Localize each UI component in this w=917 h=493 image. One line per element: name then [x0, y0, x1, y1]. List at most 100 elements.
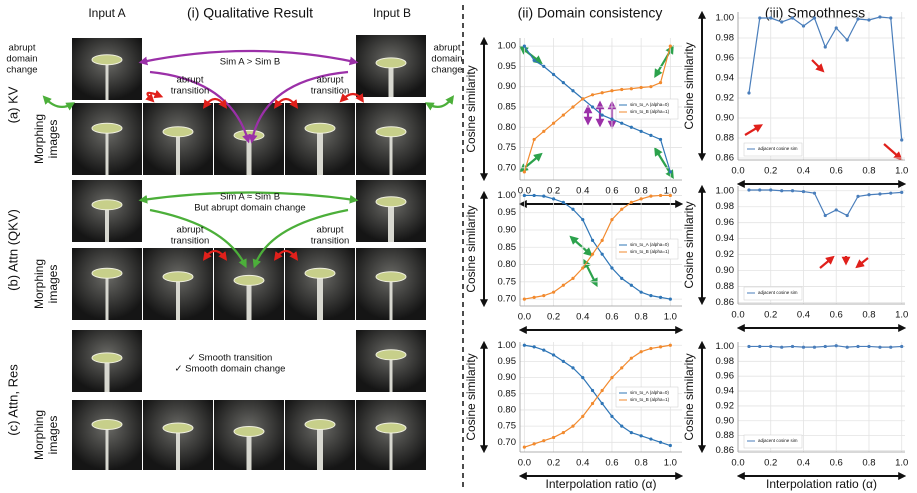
x-tick-label: 0.0	[731, 458, 744, 469]
legend-box	[743, 286, 803, 301]
row-sublabel: Morphing	[32, 259, 46, 309]
point	[532, 137, 536, 142]
y-tick-label: 0.90	[498, 372, 517, 383]
point	[639, 290, 643, 294]
point	[522, 170, 526, 174]
x-tick-label: 0.4	[797, 310, 810, 321]
x-tick-label: 1.0	[664, 458, 677, 469]
series-line	[523, 45, 671, 173]
point	[900, 344, 904, 349]
legend-box	[743, 142, 803, 157]
point	[600, 252, 604, 256]
point	[532, 58, 536, 62]
point	[668, 343, 672, 347]
point	[747, 91, 751, 95]
series-line	[524, 194, 671, 300]
annotation: abrupt	[434, 43, 461, 54]
point	[561, 430, 565, 435]
panel-title: (i) Qualitative Result	[187, 5, 313, 21]
annotation: transition	[171, 86, 210, 97]
x-tick-label: 0.4	[797, 458, 810, 469]
point	[823, 344, 827, 349]
point	[867, 193, 871, 197]
row-label: (a) KV	[5, 86, 20, 123]
x-tick-label: 0.4	[576, 312, 589, 323]
point	[780, 345, 784, 349]
point	[790, 344, 795, 349]
point	[658, 345, 663, 349]
tower-top	[162, 271, 194, 283]
point	[889, 345, 893, 349]
y-tick-label: 1.00	[716, 13, 735, 24]
x-tick-label: 0.6	[830, 310, 843, 321]
point	[542, 294, 546, 298]
tower-top	[162, 126, 194, 138]
y-tick-label: 1.00	[716, 185, 735, 196]
annotation: domain	[431, 54, 462, 65]
point	[610, 266, 614, 270]
point	[620, 424, 624, 428]
y-tick-label: 0.80	[498, 259, 517, 270]
point	[878, 345, 882, 349]
annotation: ✓ Smooth domain change	[175, 364, 286, 375]
point	[649, 346, 653, 351]
point	[551, 121, 556, 125]
point	[522, 193, 526, 198]
point	[610, 414, 614, 419]
point	[542, 439, 546, 443]
point	[758, 16, 762, 20]
x-tick-label: 0.2	[764, 458, 777, 469]
annotation: transition	[311, 86, 350, 97]
point	[845, 213, 849, 218]
point	[658, 81, 663, 85]
point	[900, 138, 904, 142]
point	[658, 137, 663, 142]
annotation: But abrupt domain change	[194, 203, 305, 214]
point	[620, 366, 624, 370]
x-axis-label: Interpolation ratio (α)	[546, 477, 657, 491]
tower-top	[375, 349, 407, 361]
y-tick-label: 0.90	[716, 265, 735, 276]
y-tick-label: 0.70	[498, 294, 517, 305]
point	[571, 207, 575, 211]
point	[522, 445, 526, 449]
y-tick-label: 0.90	[498, 225, 517, 236]
row-sublabel: images	[46, 416, 60, 455]
point	[590, 388, 595, 393]
point	[649, 194, 653, 198]
row-sublabel: Morphing	[32, 410, 46, 460]
legend-label: sim_to_A (alpha=0)	[630, 242, 669, 247]
y-tick-label: 0.90	[716, 113, 735, 124]
x-tick-label: 0.2	[547, 312, 560, 323]
input-b-label: Input B	[373, 6, 411, 20]
point	[780, 189, 784, 193]
point	[758, 344, 762, 349]
y-tick-label: 0.94	[716, 386, 735, 397]
point	[542, 348, 546, 352]
annotation: Sim A ≈ Sim B	[220, 192, 280, 203]
point	[542, 194, 546, 198]
point	[668, 44, 672, 48]
annotation: change	[6, 65, 37, 76]
y-tick-label: 0.85	[498, 101, 517, 112]
point	[542, 64, 546, 68]
tower-top	[91, 419, 123, 430]
point	[668, 170, 672, 174]
point	[581, 414, 585, 419]
row-label: (b) Attn (QKV)	[5, 209, 20, 291]
x-tick-label: 0.4	[797, 166, 810, 177]
point	[747, 344, 751, 349]
point	[900, 190, 904, 194]
point	[639, 434, 643, 438]
x-tick-label: 0.0	[731, 310, 744, 321]
tower-top	[304, 122, 336, 134]
point	[561, 113, 565, 117]
y-tick-label: 1.00	[498, 190, 517, 201]
point	[522, 343, 526, 347]
point	[867, 344, 871, 349]
point	[856, 344, 860, 349]
legend-box	[743, 434, 803, 449]
point	[571, 424, 575, 428]
point	[600, 113, 604, 117]
point	[639, 350, 643, 354]
